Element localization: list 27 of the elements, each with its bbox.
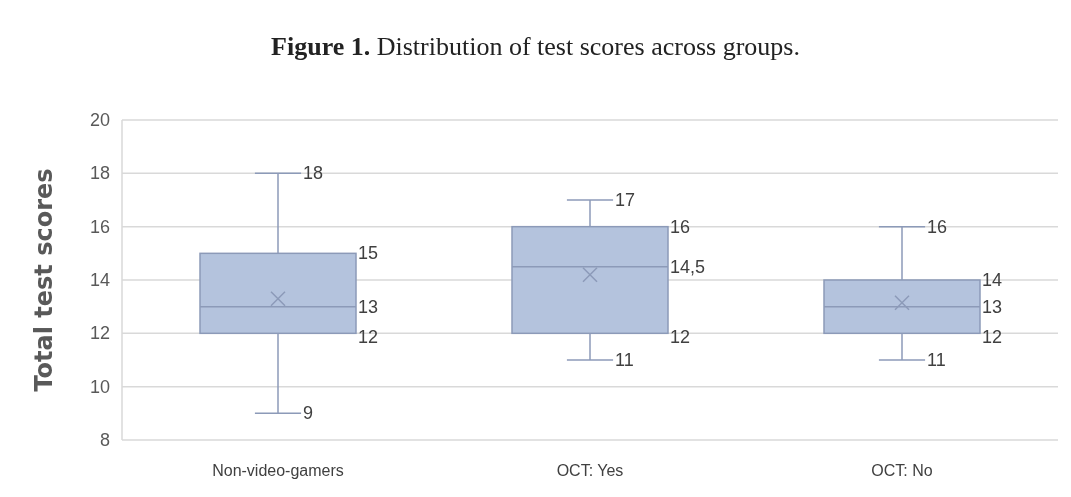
text: 12 — [670, 327, 691, 348]
text: 12 — [358, 327, 379, 348]
text: 14 — [982, 270, 1003, 290]
chart-title: Figure 1. Distribution of test scores across groups. — [271, 32, 800, 61]
y-tick-label: 8 — [99, 430, 110, 450]
text: 14,5 — [670, 256, 706, 277]
text: 12 — [982, 327, 1003, 348]
text: 16 — [670, 216, 691, 237]
text: 18 — [303, 163, 324, 184]
x-tick-label: OCT: No — [871, 462, 933, 479]
text: 11 — [615, 350, 634, 370]
x-tick-label: OCT: Yes — [556, 462, 624, 479]
y-axis-title: Total test scores — [30, 168, 58, 392]
x-tick-label: Non-video-gamers — [212, 462, 344, 479]
y-tick-label: 10 — [89, 376, 110, 397]
y-tick-label: 12 — [89, 323, 110, 344]
y-tick-label: 18 — [89, 163, 110, 184]
y-tick-label: 20 — [89, 110, 110, 130]
text: 9 — [303, 403, 314, 424]
y-tick-label: 14 — [89, 270, 110, 290]
text: 13 — [982, 296, 1003, 317]
text: 11 — [927, 350, 946, 370]
text: 15 — [358, 243, 379, 264]
text: 13 — [358, 296, 379, 317]
text: 17 — [615, 190, 636, 210]
y-tick-label: 16 — [89, 216, 110, 237]
text: 16 — [927, 216, 948, 237]
